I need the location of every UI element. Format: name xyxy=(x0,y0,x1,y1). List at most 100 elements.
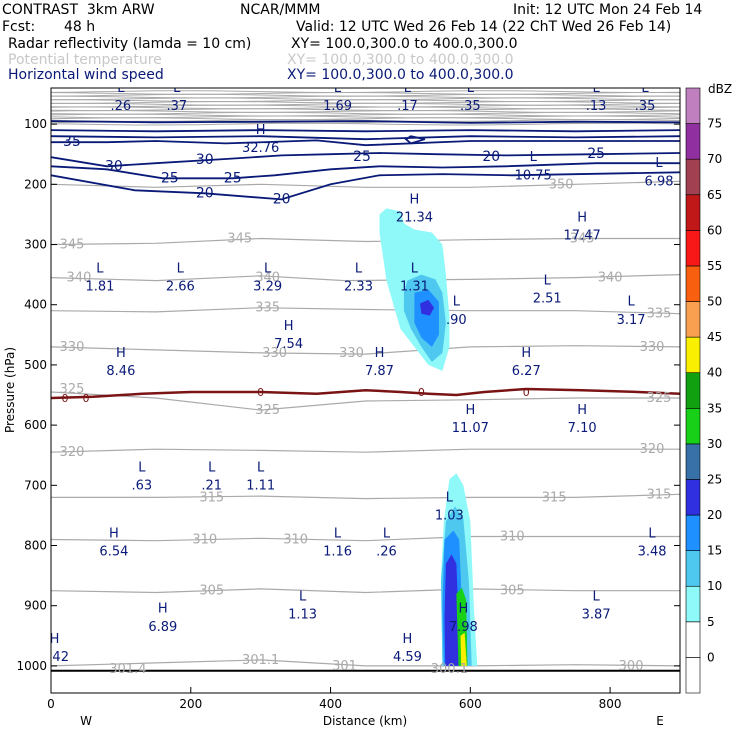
colorbar-label: 55 xyxy=(707,259,722,273)
extremum-value: .26 xyxy=(376,545,397,560)
high-marker: H xyxy=(577,403,587,418)
extremum-value: 1.81 xyxy=(85,280,114,295)
colorbar-swatch xyxy=(685,550,701,587)
x-axis-label: Distance (km) xyxy=(323,714,407,728)
colorbar-swatch xyxy=(685,265,701,302)
y-tick-label: 700 xyxy=(24,478,47,492)
low-marker: L xyxy=(257,460,265,475)
low-marker: L xyxy=(355,262,363,277)
org-label: NCAR/MMM xyxy=(240,2,321,18)
low-marker: L xyxy=(453,295,461,310)
colorbar-label: 60 xyxy=(707,223,722,237)
fcst-label: Fcst: xyxy=(2,19,36,35)
high-marker: H xyxy=(403,632,413,647)
theta-contour-label: 345 xyxy=(570,231,595,246)
extremum-value: 11.07 xyxy=(452,421,489,436)
extremum-value: 7.98 xyxy=(449,620,478,635)
theta-contour-label: 325 xyxy=(60,382,85,397)
colorbar-swatch xyxy=(685,479,701,516)
extremum-value: 6.54 xyxy=(99,545,128,560)
theta-contour-line xyxy=(51,659,680,667)
theta-contour-label: 305 xyxy=(500,584,525,599)
theta-contour-line xyxy=(51,99,680,102)
theta-contour-line xyxy=(51,391,680,411)
theta-contour-label: 340 xyxy=(67,271,92,286)
wind-speed-contour-line xyxy=(51,120,680,124)
extremum-value: 7.10 xyxy=(568,421,597,436)
theta-contour-label: 300.1 xyxy=(431,662,468,677)
high-marker: H xyxy=(458,602,468,617)
low-marker: L xyxy=(138,460,146,475)
colorbar-swatch xyxy=(685,158,701,196)
colorbar-swatch xyxy=(685,621,701,658)
y-tick-label: 100 xyxy=(24,117,47,131)
wind-speed-contour-line xyxy=(51,135,680,141)
colorbar-label: 75 xyxy=(707,117,722,131)
extremum-value: 1.03 xyxy=(435,508,464,523)
x-tick-label: 800 xyxy=(599,697,622,711)
zero-contour-label: 0 xyxy=(61,392,68,405)
extremum-value: 32.76 xyxy=(242,141,279,156)
colorbar-swatch xyxy=(685,336,701,374)
extremum-value: .35 xyxy=(460,99,481,114)
theta-contour-line xyxy=(51,535,680,542)
wind-contour-label: 25 xyxy=(353,149,371,165)
low-marker: L xyxy=(404,81,412,96)
high-marker: H xyxy=(521,346,531,361)
wind-speed-contour-line xyxy=(51,139,680,147)
field2-name: Potential temperature xyxy=(8,52,162,68)
colorbar-swatch xyxy=(685,301,701,338)
y-tick-label: 900 xyxy=(24,599,47,613)
model-title: CONTRAST 3km ARW xyxy=(2,2,155,18)
wind-contour-label: 25 xyxy=(161,170,179,186)
colorbar-swatch xyxy=(685,230,701,267)
low-marker: L xyxy=(383,526,391,541)
extremum-value: 8.46 xyxy=(106,364,135,379)
y-tick-label: 800 xyxy=(24,539,47,553)
colorbar-label: 40 xyxy=(707,366,722,380)
low-marker: L xyxy=(544,274,552,289)
colorbar-label: 50 xyxy=(707,295,722,309)
colorbar-swatch xyxy=(685,194,701,231)
extremum-value: 1.31 xyxy=(400,280,429,295)
extremum-value: 1.11 xyxy=(246,478,275,493)
reflectivity-region xyxy=(444,554,459,666)
field2-xy: XY= 100.0,300.0 to 400.0,300.0 xyxy=(287,52,514,68)
y-tick-label: 300 xyxy=(24,238,47,252)
theta-contour-label: 320 xyxy=(60,445,85,460)
colorbar-swatch xyxy=(685,372,701,409)
extremum-value: 6.98 xyxy=(645,174,674,189)
theta-contour-line xyxy=(51,448,680,453)
x-tick-label: 0 xyxy=(47,697,55,711)
extremum-value: 10.75 xyxy=(515,168,552,183)
extremum-value: .35 xyxy=(635,99,656,114)
field1-xy: XY= 100.0,300.0 to 400.0,300.0 xyxy=(291,36,518,52)
zero-contour-label: 0 xyxy=(82,392,89,405)
extremum-value: .26 xyxy=(111,99,132,114)
theta-contour-line xyxy=(51,91,680,95)
extremum-value: 4.59 xyxy=(393,650,422,665)
reflectivity-region xyxy=(420,299,434,316)
colorbar-label: 65 xyxy=(707,188,722,202)
field3-xy: XY= 100.0,300.0 to 400.0,300.0 xyxy=(287,67,514,83)
wind-speed-contour-line xyxy=(51,152,680,168)
x-tick-label: 400 xyxy=(319,697,342,711)
colorbar-swatch xyxy=(685,657,701,694)
low-marker: L xyxy=(334,526,342,541)
extremum-value: .63 xyxy=(132,478,153,493)
theta-contour-label: 340 xyxy=(598,271,623,286)
extremum-value: 3.29 xyxy=(253,280,282,295)
valid-time: Valid: 12 UTC Wed 26 Feb 14 (22 ChT Wed … xyxy=(296,19,672,35)
wind-speed-contour-line xyxy=(51,162,680,180)
low-marker: L xyxy=(593,81,601,96)
high-marker: H xyxy=(284,319,294,334)
theta-contour-label: 330 xyxy=(339,346,364,361)
colorbar-label: 15 xyxy=(707,544,722,558)
low-marker: L xyxy=(334,81,342,96)
zero-contour-label: 0 xyxy=(523,386,530,399)
x-tick-label: 600 xyxy=(459,697,482,711)
extremum-value: 3.17 xyxy=(617,313,646,328)
extremum-value: 1.69 xyxy=(323,99,352,114)
theta-contour-line xyxy=(51,345,680,355)
